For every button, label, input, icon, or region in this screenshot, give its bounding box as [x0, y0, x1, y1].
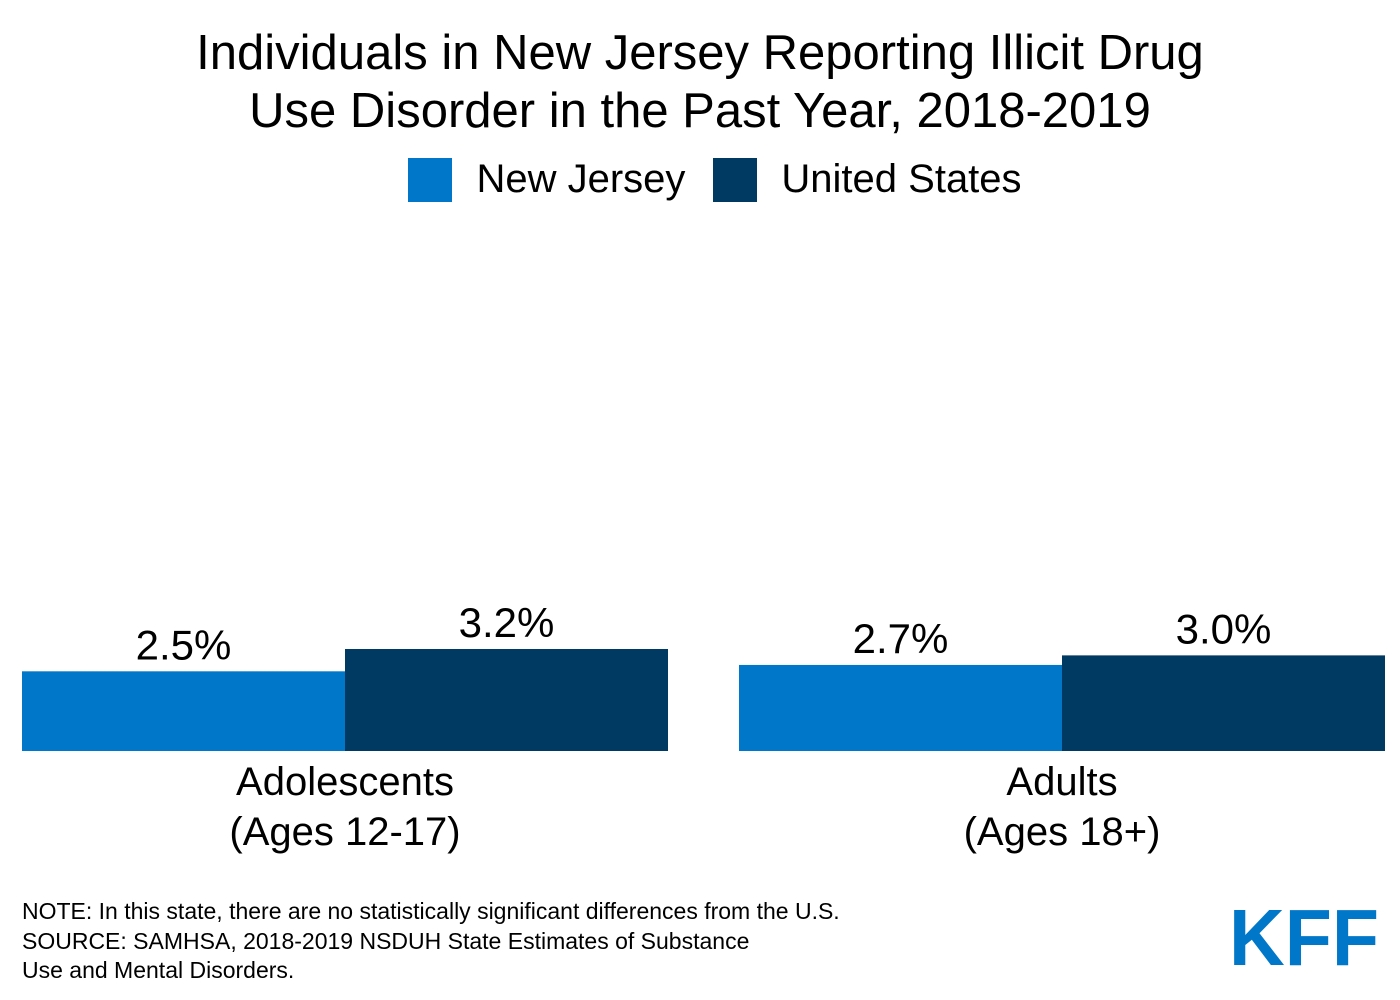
legend-swatch-united-states [713, 157, 758, 202]
footnote-source: SOURCE: SAMHSA, 2018-2019 NSDUH State Es… [22, 927, 750, 954]
kff-logo: KFF [1229, 902, 1379, 968]
footnote: NOTE: In this state, there are no statis… [22, 897, 840, 986]
chart-title-line-2: Use Disorder in the Past Year, 2018-2019 [249, 84, 1151, 138]
category-label-adults-line-1: Adults [1006, 760, 1117, 804]
category-label-adolescents-line-2: (Ages 12-17) [229, 810, 460, 854]
chart-title: Individuals in New Jersey Reporting Illi… [100, 24, 1300, 140]
legend-item-new-jersey: New Jersey [408, 157, 685, 202]
legend-swatch-new-jersey [408, 157, 453, 202]
footnote-note: NOTE: In this state, there are no statis… [22, 898, 840, 924]
kff-logo-text: KFF [1229, 902, 1379, 968]
chart-title-line-1: Individuals in New Jersey Reporting Illi… [196, 26, 1204, 80]
bar-adults-new-jersey [739, 664, 1062, 751]
category-label-adolescents-line-1: Adolescents [236, 760, 454, 804]
footnote-source-continued: Use and Mental Disorders. [22, 957, 295, 983]
data-label-adults-new-jersey: 2.7% [853, 615, 949, 662]
chart-legend: New Jersey United States [0, 157, 1400, 202]
bar-adolescents-united-states [345, 649, 668, 751]
data-label-adults-united-states: 3.0% [1176, 605, 1272, 652]
category-label-adults-line-2: (Ages 18+) [964, 810, 1161, 854]
data-label-adolescents-new-jersey: 2.5% [136, 621, 232, 668]
bar-adults-united-states [1062, 655, 1385, 751]
data-label-adolescents-united-states: 3.2% [459, 599, 555, 646]
legend-label-united-states: United States [781, 157, 1022, 201]
bar-adolescents-new-jersey [22, 671, 345, 751]
legend-item-united-states: United States [713, 157, 1022, 202]
legend-label-new-jersey: New Jersey [476, 157, 686, 201]
